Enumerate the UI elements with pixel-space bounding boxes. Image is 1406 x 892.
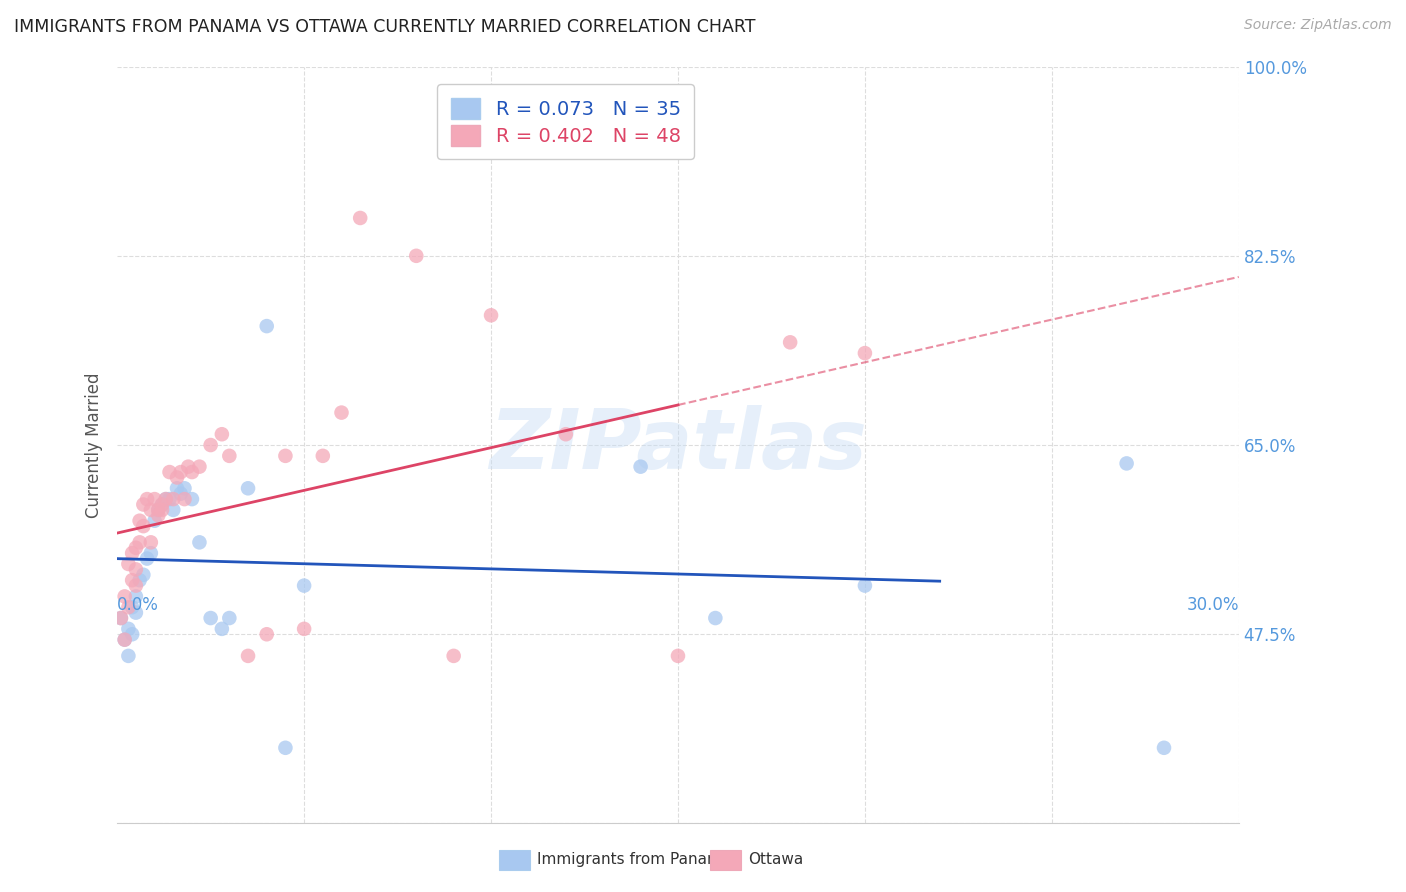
Point	[114, 590, 136, 604]
Point	[128, 573, 150, 587]
Point	[292, 622, 315, 636]
Point	[139, 546, 162, 560]
Point	[162, 492, 184, 507]
Point	[143, 514, 166, 528]
Point	[117, 600, 139, 615]
Point	[236, 648, 259, 663]
Point	[405, 249, 427, 263]
Point	[312, 449, 335, 463]
Point	[132, 519, 155, 533]
Point	[1153, 740, 1175, 755]
Point	[136, 492, 159, 507]
Point	[349, 211, 371, 225]
Point	[630, 459, 652, 474]
Point	[181, 492, 204, 507]
Point	[170, 486, 193, 500]
Point	[256, 627, 278, 641]
Legend: R = 0.073   N = 35, R = 0.402   N = 48: R = 0.073 N = 35, R = 0.402 N = 48	[437, 84, 695, 160]
Point	[136, 551, 159, 566]
Point	[853, 579, 876, 593]
Point	[139, 535, 162, 549]
Point	[143, 492, 166, 507]
Point	[125, 562, 148, 576]
Point	[188, 535, 211, 549]
Point	[110, 611, 132, 625]
Point	[188, 459, 211, 474]
Point	[148, 503, 170, 517]
Text: Ottawa: Ottawa	[748, 853, 803, 867]
Point	[155, 492, 177, 507]
Point	[292, 579, 315, 593]
Point	[166, 481, 188, 495]
Text: Immigrants from Panama: Immigrants from Panama	[537, 853, 731, 867]
Point	[117, 622, 139, 636]
Point	[779, 335, 801, 350]
Text: ZIPatlas: ZIPatlas	[489, 405, 868, 485]
Point	[125, 579, 148, 593]
Point	[132, 567, 155, 582]
Point	[121, 573, 143, 587]
Point	[166, 470, 188, 484]
Point	[159, 492, 181, 507]
Point	[211, 427, 233, 442]
Point	[181, 465, 204, 479]
Point	[110, 611, 132, 625]
Point	[704, 611, 727, 625]
Point	[853, 346, 876, 360]
Point	[125, 606, 148, 620]
Point	[148, 503, 170, 517]
Point	[218, 449, 240, 463]
Point	[173, 492, 195, 507]
Point	[443, 648, 465, 663]
Point	[200, 611, 222, 625]
Point	[155, 492, 177, 507]
Point	[554, 427, 576, 442]
Point	[148, 508, 170, 523]
Point	[150, 503, 173, 517]
Point	[218, 611, 240, 625]
Point	[128, 514, 150, 528]
Point	[121, 600, 143, 615]
Point	[479, 308, 502, 322]
Text: Source: ZipAtlas.com: Source: ZipAtlas.com	[1244, 18, 1392, 32]
Point	[150, 498, 173, 512]
Point	[125, 541, 148, 555]
Point	[236, 481, 259, 495]
Point	[162, 503, 184, 517]
Point	[139, 503, 162, 517]
Point	[121, 627, 143, 641]
Point	[200, 438, 222, 452]
Point	[150, 498, 173, 512]
Text: 0.0%: 0.0%	[117, 597, 159, 615]
Point	[117, 648, 139, 663]
Point	[128, 535, 150, 549]
Point	[114, 632, 136, 647]
Point	[173, 481, 195, 495]
Point	[177, 459, 200, 474]
Point	[159, 465, 181, 479]
Point	[211, 622, 233, 636]
Point	[666, 648, 689, 663]
Point	[117, 557, 139, 571]
Y-axis label: Currently Married: Currently Married	[86, 372, 103, 517]
Text: IMMIGRANTS FROM PANAMA VS OTTAWA CURRENTLY MARRIED CORRELATION CHART: IMMIGRANTS FROM PANAMA VS OTTAWA CURRENT…	[14, 18, 755, 36]
Point	[132, 498, 155, 512]
Point	[256, 319, 278, 334]
Point	[114, 632, 136, 647]
Point	[1115, 457, 1137, 471]
Point	[330, 406, 353, 420]
Point	[274, 740, 297, 755]
Point	[170, 465, 193, 479]
Text: 30.0%: 30.0%	[1187, 597, 1239, 615]
Point	[274, 449, 297, 463]
Point	[125, 590, 148, 604]
Point	[121, 546, 143, 560]
